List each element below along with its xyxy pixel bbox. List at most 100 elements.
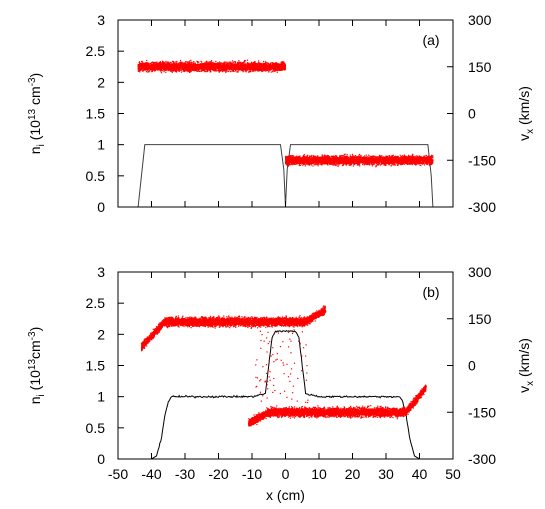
velocity-point [147,67,149,69]
velocity-point [208,65,210,68]
velocity-point [205,66,207,68]
velocity-point [343,155,345,157]
velocity-point [243,69,245,71]
velocity-point [277,63,279,65]
velocity-point [192,66,194,68]
velocity-point [204,67,206,69]
velocity-point [262,60,265,63]
velocity-point [142,70,144,72]
velocity-point [204,62,206,64]
velocity-point [158,65,160,68]
velocity-point [213,69,215,71]
velocity-point [170,68,172,70]
velocity-point [263,63,265,65]
velocity-point [260,66,262,68]
velocity-point [155,66,157,68]
velocity-point [224,69,226,71]
velocity-point [147,68,150,71]
velocity-point [179,69,181,72]
velocity-point [236,65,238,67]
velocity-point [248,67,250,70]
velocity-point [209,68,211,70]
velocity-point [268,63,270,65]
velocity-point [209,63,211,66]
velocity-point [173,69,175,71]
velocity-point [267,64,269,66]
velocity-point [222,70,224,72]
velocity-point [363,164,365,166]
velocity-point [395,162,398,164]
velocity-point [234,66,236,69]
velocity-point [267,68,270,70]
velocity-point [255,67,257,69]
velocity-point [142,63,144,65]
velocity-point [264,64,266,66]
velocity-point [218,66,220,68]
velocity-point [194,62,197,64]
velocity-point [179,66,181,68]
velocity-point [242,67,244,69]
velocity-point [141,63,143,65]
velocity-point [282,65,285,67]
velocity-point [225,71,227,74]
velocity-point [241,66,243,68]
velocity-point [241,64,243,66]
velocity-point [153,65,155,67]
velocity-point [254,62,256,64]
velocity-point [218,63,220,65]
velocity-point [177,68,179,70]
velocity-point [255,68,258,70]
velocity-point [138,61,141,63]
velocity-point [171,60,174,63]
velocity-point [139,71,141,73]
velocity-point [197,64,200,66]
velocity-point [258,60,260,62]
velocity-point [214,64,216,66]
velocity-point [230,61,232,63]
velocity-point [232,69,235,72]
velocity-point [151,62,153,64]
velocity-point [216,70,218,72]
velocity-point [170,66,172,69]
velocity-point [266,69,269,72]
velocity-point [274,63,276,65]
velocity-point [213,67,215,69]
velocity-point [284,62,286,64]
velocity-point [210,64,212,66]
velocity-point [144,64,147,66]
velocity-point [282,67,284,69]
velocity-point [258,70,260,72]
velocity-point [142,65,144,67]
velocity-point [183,68,186,70]
velocity-point [159,66,162,68]
velocity-point [268,71,270,73]
velocity-point [201,69,203,71]
velocity-point [200,60,202,63]
velocity-point [219,69,221,72]
velocity-point [149,65,151,67]
velocity-point [224,67,226,69]
velocity-point [237,61,239,63]
velocity-point [256,68,258,70]
velocity-point [336,163,338,165]
velocity-point [153,61,155,64]
velocity-point [190,66,192,68]
velocity-point [283,69,286,71]
velocity-point [203,65,206,67]
velocity-point [155,68,158,70]
velocity-point [198,67,200,69]
velocity-point [248,66,250,68]
velocity-point [248,68,250,70]
velocity-point [194,66,196,69]
velocity-point [151,69,154,71]
velocity-point [245,69,247,71]
velocity-point [240,66,242,68]
velocity-point [266,68,268,71]
velocity-point [139,68,141,71]
velocity-point [215,67,217,70]
velocity-point [218,67,220,69]
velocity-point [194,68,196,70]
velocity-point [172,65,174,67]
velocity-point [186,66,188,69]
